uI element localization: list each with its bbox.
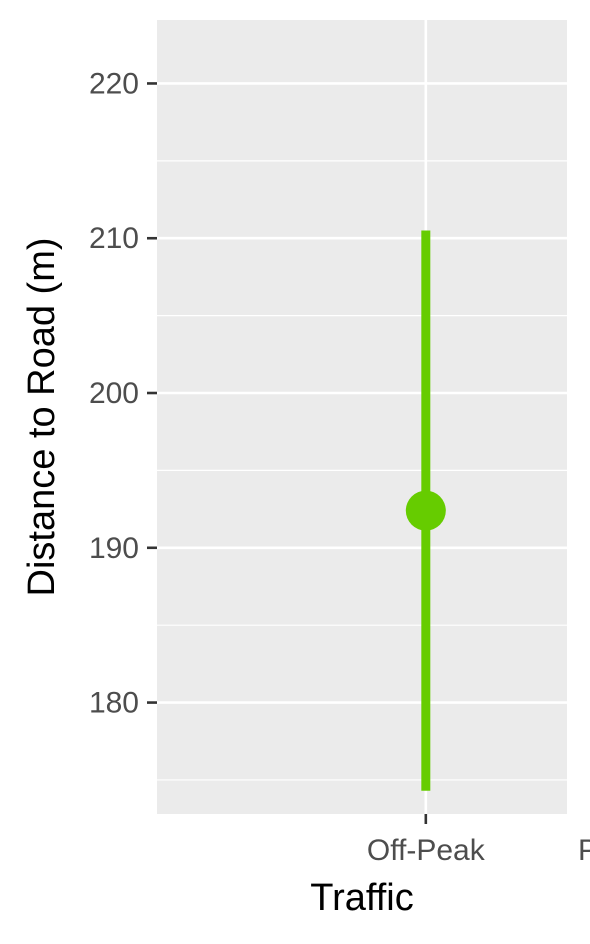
mean-point: [405, 490, 446, 531]
x-axis-title: Traffic: [310, 877, 413, 919]
minor-gridlines: [157, 160, 567, 781]
x-tick-label: Off-Peak: [367, 834, 486, 867]
y-tick-label: 220: [89, 67, 139, 100]
y-tick-label: 200: [89, 377, 139, 410]
x-tick-label: Peak: [578, 834, 590, 867]
y-tick-label: 180: [89, 687, 139, 720]
y-tick-label: 190: [89, 532, 139, 565]
y-tick-label: 210: [89, 222, 139, 255]
data-marks: [405, 230, 446, 791]
plot-panel: [157, 20, 567, 814]
y-axis: 180 190 200 210 220: [89, 67, 157, 720]
x-axis: Off-Peak Peak: [367, 814, 590, 867]
y-axis-title: Distance to Road (m): [21, 237, 63, 596]
